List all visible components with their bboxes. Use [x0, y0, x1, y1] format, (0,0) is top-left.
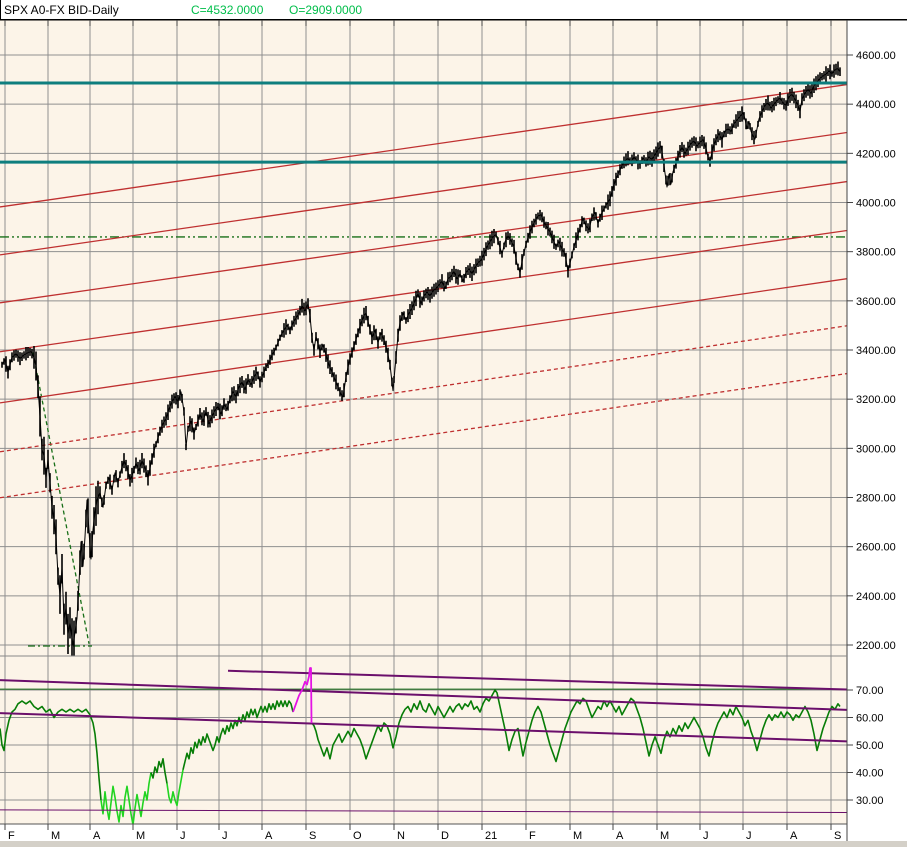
indicator-axis-label: 60.00 — [856, 713, 884, 725]
month-label: S — [834, 830, 841, 842]
oscillator-line — [100, 772, 152, 824]
price-axis-label: 2400.00 — [856, 591, 896, 603]
price-axis-label: 3400.00 — [856, 345, 896, 357]
close-quote-label: C=4532.0000 — [191, 3, 264, 17]
oscillator-line — [311, 689, 841, 763]
purple-lower — [0, 712, 847, 743]
teal-resistance-lines — [0, 81, 847, 164]
price-series[interactable] — [1, 61, 841, 658]
month-label: 21 — [485, 830, 497, 842]
axes: 4600.00 4400.00 4200.00 4000.00 3800.00 3600.… — [0, 19, 907, 847]
trendline-channel-2 — [0, 131, 847, 256]
month-label: M — [573, 830, 582, 842]
oscillator-line — [0, 700, 102, 801]
price-axis-label: 2800.00 — [856, 493, 896, 505]
indicator-panel[interactable] — [0, 667, 907, 825]
close-line — [1, 68, 841, 646]
month-label: M — [51, 830, 60, 842]
price-axis-label: 2600.00 — [856, 542, 896, 554]
indicator-axis-label: 70.00 — [856, 685, 884, 697]
price-axis-label: 3600.00 — [856, 296, 896, 308]
month-label: N — [397, 830, 405, 842]
price-axis-label: 3800.00 — [856, 247, 896, 259]
symbol-label: SPX A0-FX BID-Daily — [4, 3, 119, 17]
month-label: M — [660, 830, 669, 842]
gridlines — [0, 20, 847, 824]
purple-channel-lines — [0, 669, 847, 813]
axis-background — [847, 20, 907, 847]
month-label: F — [8, 830, 15, 842]
month-label: J — [180, 830, 186, 842]
indicator-axis-label: 40.00 — [856, 768, 884, 780]
month-label: A — [790, 830, 798, 842]
price-axis-label: 3000.00 — [856, 443, 896, 455]
month-label: F — [529, 830, 536, 842]
month-label: O — [353, 830, 362, 842]
trendline-channel-5 — [0, 277, 847, 404]
plot-background — [0, 20, 847, 824]
trendline-channel-4 — [0, 229, 847, 353]
oscillator-line — [150, 757, 168, 784]
price-panel[interactable] — [0, 61, 907, 658]
month-label: J — [222, 830, 228, 842]
trendline-channel-7 — [0, 372, 847, 499]
trendline-channel-3 — [0, 180, 847, 304]
trendline-channel-6 — [0, 325, 847, 453]
price-axis-label: 4000.00 — [856, 198, 896, 210]
crash-diagonal — [32, 352, 90, 644]
month-label: A — [265, 830, 273, 842]
month-label: J — [746, 830, 752, 842]
purple-upper — [227, 669, 847, 691]
month-label: S — [309, 830, 316, 842]
oscillator-line — [166, 769, 184, 807]
price-axis-label: 4200.00 — [856, 148, 896, 160]
red-channel-lines — [0, 83, 847, 499]
price-axis-label: 4600.00 — [856, 50, 896, 62]
month-label: A — [93, 830, 101, 842]
scrollbar-band[interactable] — [0, 841, 907, 847]
month-label: J — [703, 830, 709, 842]
price-axis-label: 3200.00 — [856, 394, 896, 406]
price-axis-label: 2200.00 — [856, 640, 896, 652]
indicator-axis-label: 30.00 — [856, 795, 884, 807]
trendline-channel-1 — [0, 83, 847, 208]
purple-bottom — [0, 809, 847, 813]
month-label: M — [136, 830, 145, 842]
indicator-axis-label: 50.00 — [856, 740, 884, 752]
month-label: D — [441, 830, 449, 842]
month-label: A — [616, 830, 624, 842]
magenta-spike — [292, 667, 313, 724]
purple-middle — [0, 679, 847, 711]
price-axis-label: 4400.00 — [856, 99, 896, 111]
open-quote-label: O=2909.0000 — [289, 3, 363, 17]
